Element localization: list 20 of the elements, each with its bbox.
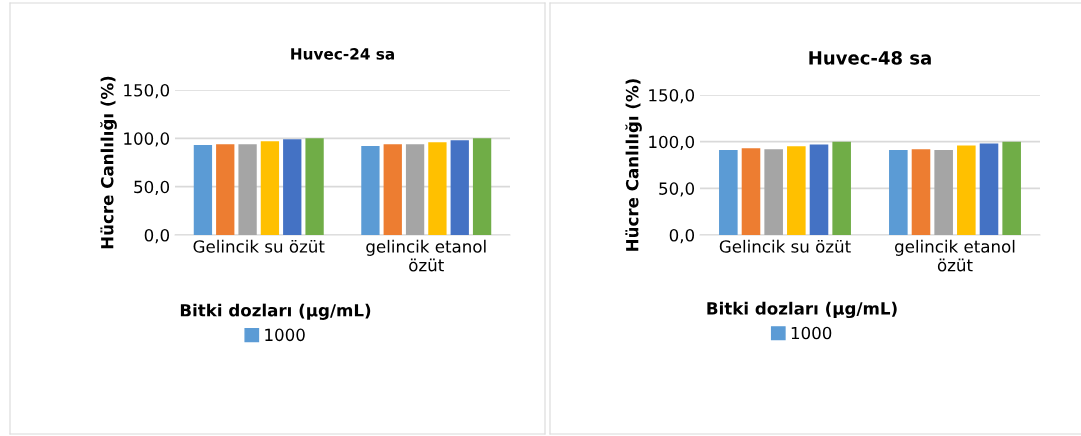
y-tick-label: 100,0 [124,132,170,147]
x-tick-label: gelincik etanol özüt [366,239,486,272]
legend-label: 1000 [791,326,832,340]
y-tick-label: 150,0 [124,83,170,99]
y-tick-label: 50,0 [659,182,695,197]
y-axis-title: Hücre Canlılığı (%) [100,76,117,249]
y-tick-label: 0,0 [144,228,170,244]
legend-title: Bitki dozları (µg/mL) [707,301,897,319]
legend-label: 1000 [265,328,305,342]
chart-title: Huvec-48 sa [809,51,931,65]
legend-title: Bitki dozları (µg/mL) [180,303,371,320]
y-tick-label: 50,0 [134,180,170,195]
chart-title: Huvec-24 sa [291,48,394,60]
y-tick-label: 100,0 [649,135,695,150]
y-tick-label: 150,0 [649,88,695,104]
x-tick-label: Gelincik su özüt [193,239,325,253]
x-tick-label: Gelincik su özüt [719,239,851,253]
y-axis-title: Hücre Canlılığı (%) [625,79,642,251]
y-tick-label: 0,0 [669,228,695,244]
x-tick-label: gelincik etanol özüt [895,239,1015,272]
